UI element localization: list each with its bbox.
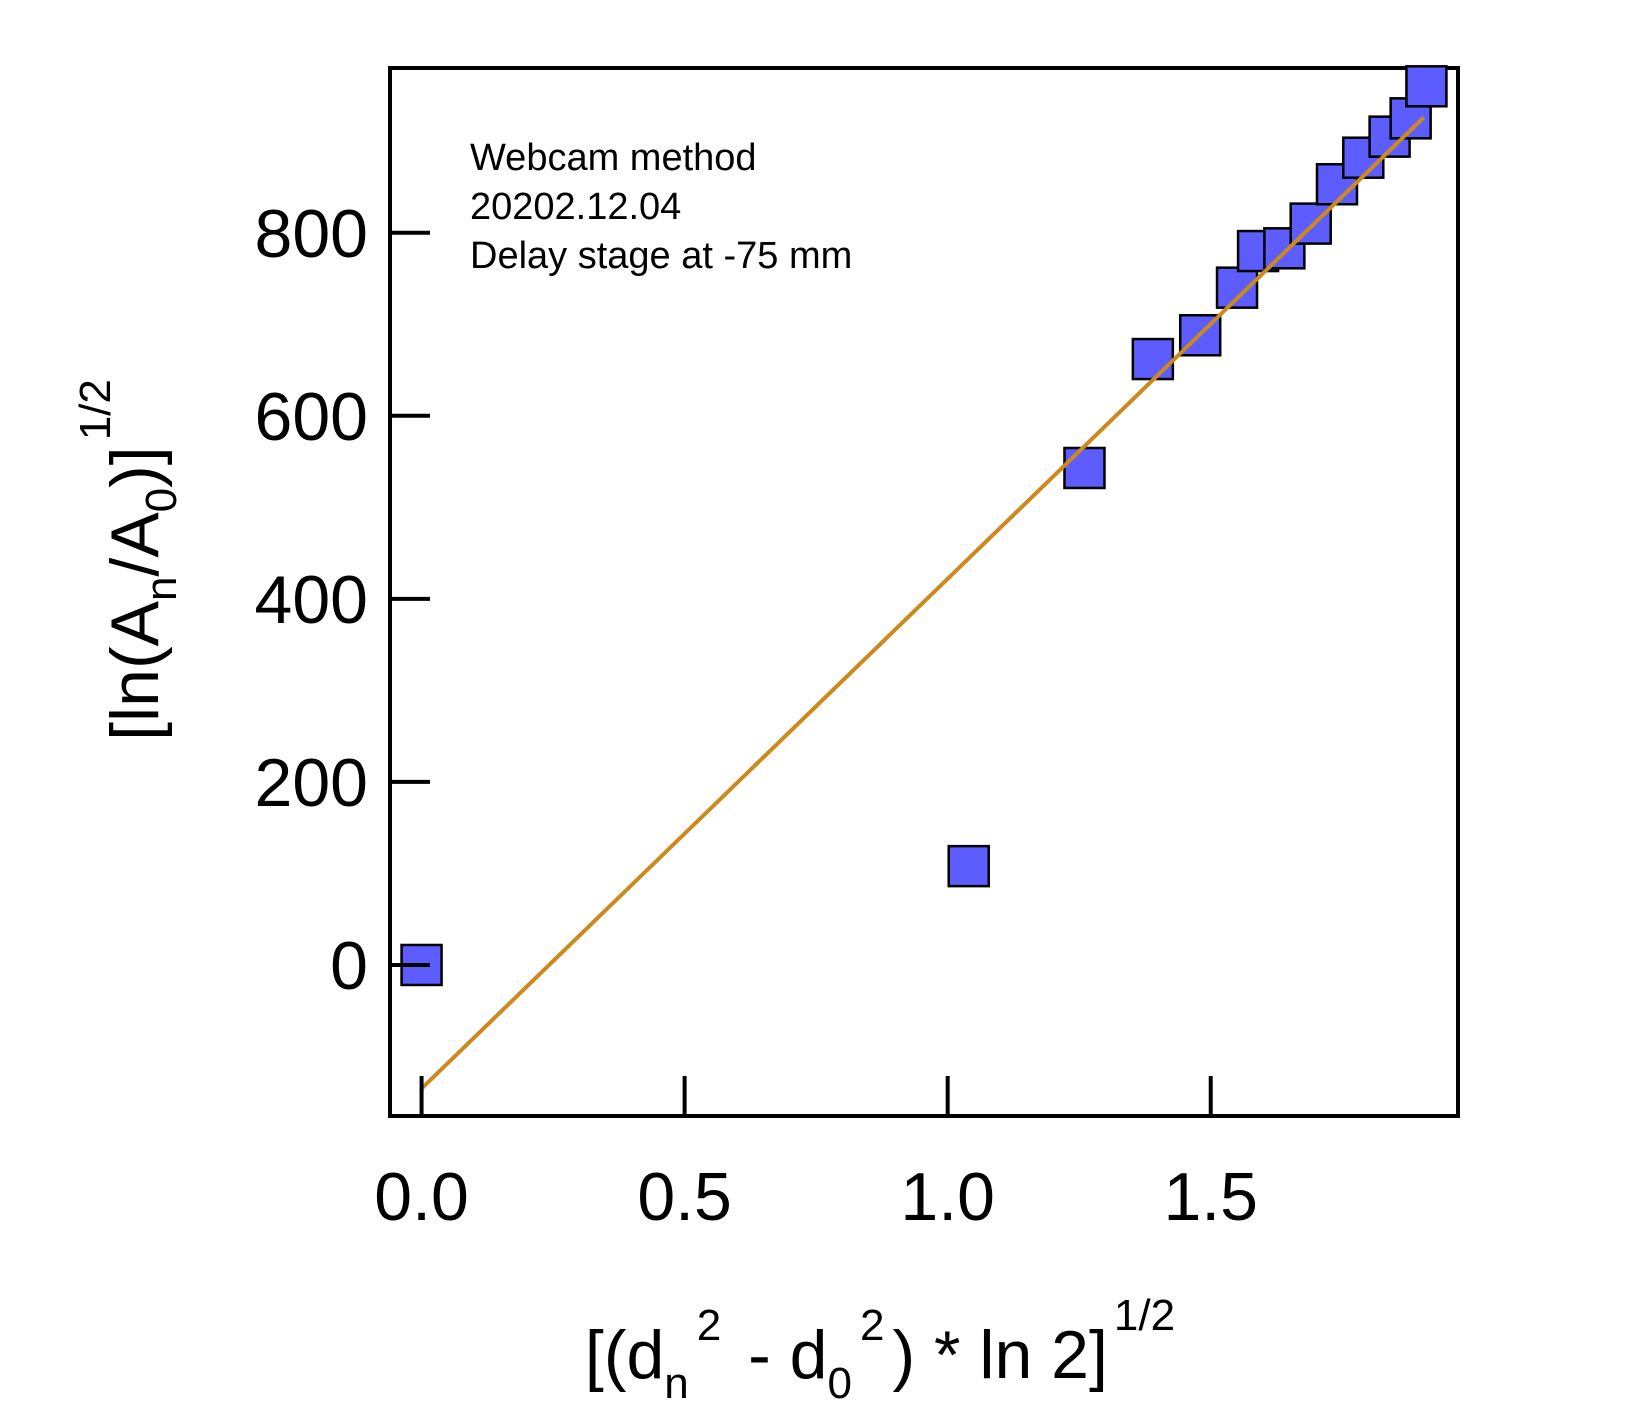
x-title-sub1: n (664, 1359, 688, 1408)
y-title-suffix: )] (97, 446, 173, 488)
x-title-sup3: 1/2 (1114, 1291, 1175, 1340)
x-title-sub2: 0 (828, 1359, 852, 1408)
x-title-sup1: 2 (697, 1301, 721, 1350)
y-title-prefix: [ln(A (97, 600, 173, 740)
x-title-sup2: 2 (860, 1301, 884, 1350)
x-axis-title: [(dn2 - d02) * ln 2]1/2 (585, 1291, 1175, 1408)
y-tick-label: 200 (255, 745, 368, 821)
x-tick-label: 0.0 (374, 1159, 469, 1235)
axes: 0 200 400 600 800 0.0 0.5 1.0 1.5 (255, 196, 1258, 1235)
y-tick-label: 800 (255, 196, 368, 272)
annotation-block: Webcam method 20202.12.04 Delay stage at… (470, 137, 852, 277)
x-title-mid: - d (729, 1317, 827, 1393)
fit-line (420, 115, 1426, 1090)
plot-area (388, 66, 1460, 1118)
y-title-mid: /A (97, 512, 173, 577)
x-title-prefix: [(d (585, 1317, 664, 1393)
plot-frame (388, 66, 1460, 1118)
data-point (1405, 65, 1448, 108)
annotation-line-2: 20202.12.04 (470, 186, 681, 228)
x-title-suffix: ) * ln 2] (892, 1317, 1107, 1393)
data-point (1063, 446, 1106, 490)
data-point (1131, 337, 1175, 381)
x-tick-label: 1.5 (1163, 1159, 1258, 1235)
x-tick-label: 0.5 (637, 1159, 732, 1235)
data-point (947, 844, 990, 888)
data-point (1215, 266, 1259, 309)
y-tick-label: 0 (330, 928, 368, 1004)
annotation-line-1: Webcam method (470, 137, 757, 179)
y-tick-label: 400 (255, 562, 368, 638)
data-point (1289, 202, 1332, 245)
y-axis-title: [ln(An/A0)] 1/2 (71, 379, 186, 741)
annotation-line-3: Delay stage at -75 mm (470, 235, 852, 277)
y-title-sup: 1/2 (71, 379, 120, 440)
fit-line-group (420, 115, 1426, 1090)
x-tick-label: 1.0 (900, 1159, 995, 1235)
y-title-sub1: n (137, 577, 186, 601)
data-markers (400, 65, 1448, 987)
y-title-sub2: 0 (137, 488, 186, 512)
y-tick-label: 600 (255, 379, 368, 455)
